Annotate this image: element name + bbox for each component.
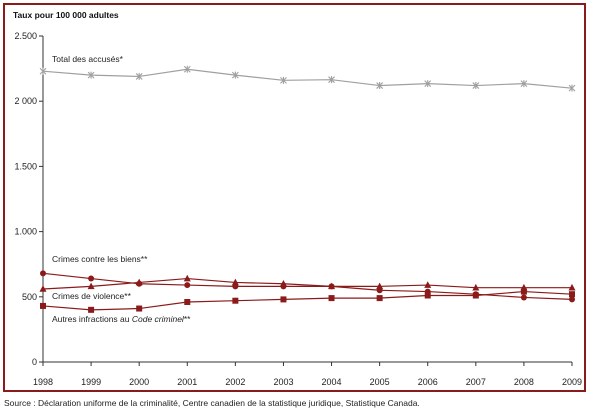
- x-tick-label: 1999: [81, 377, 101, 387]
- y-tick-label: 2 000: [14, 96, 37, 106]
- data-point-x: [376, 82, 384, 90]
- data-point-x: [183, 65, 191, 73]
- data-point-circle: [569, 296, 575, 303]
- x-tick-label: 2000: [129, 377, 149, 387]
- series-line: [42, 277, 572, 290]
- data-point-circle: [88, 275, 95, 282]
- x-tick-label: 2004: [322, 377, 342, 387]
- data-point-x: [568, 84, 576, 92]
- series-label-other-prefix: Autres infractions au: [52, 314, 132, 324]
- data-point-triangle: [328, 282, 336, 290]
- series-label-other: Autres infractions au Code criminel**: [52, 314, 191, 324]
- data-point-triangle: [568, 283, 576, 291]
- series-layer: [39, 65, 576, 313]
- x-tick-label: 2009: [562, 377, 582, 387]
- data-point-square: [280, 296, 287, 303]
- series-2: [39, 274, 576, 292]
- data-point-x: [135, 72, 143, 80]
- y-tick-label: 500: [22, 292, 37, 302]
- data-point-x: [280, 76, 287, 84]
- data-point-square: [328, 295, 335, 302]
- chart-frame: [3, 3, 586, 392]
- series-label-other-italic: Code criminel: [132, 314, 185, 324]
- data-point-triangle: [376, 282, 384, 290]
- data-point-x: [424, 80, 432, 88]
- x-tick-label: 2003: [273, 377, 293, 387]
- y-tick-label: 1.000: [14, 227, 37, 237]
- source-note: Source : Déclaration uniforme de la crim…: [4, 398, 420, 408]
- data-point-square: [520, 288, 527, 295]
- data-point-square: [569, 291, 575, 298]
- data-point-triangle: [472, 283, 480, 291]
- data-point-circle: [520, 294, 527, 301]
- y-axis-title: Taux pour 100 000 adultes: [13, 10, 119, 20]
- data-point-triangle: [424, 281, 432, 288]
- x-tick-label: 2001: [177, 377, 197, 387]
- data-point-x: [328, 76, 335, 84]
- data-point-x: [472, 82, 480, 90]
- series-label-violent: Crimes de violence**: [52, 291, 132, 301]
- x-tick-label: 1998: [33, 377, 53, 387]
- data-point-square: [472, 292, 479, 299]
- data-point-x: [231, 71, 239, 79]
- data-point-triangle: [135, 278, 143, 286]
- data-point-square: [136, 305, 143, 312]
- data-point-x: [520, 80, 528, 88]
- y-tick-label: 2.500: [14, 31, 37, 41]
- series-0: [39, 65, 576, 92]
- series-label-total: Total des accusés*: [52, 54, 124, 64]
- x-tick-label: 2007: [466, 377, 486, 387]
- series-label-property: Crimes contre les biens**: [52, 254, 148, 264]
- series-line: [42, 290, 573, 311]
- series-3: [40, 288, 575, 313]
- data-point-square: [88, 306, 95, 313]
- data-point-x: [87, 71, 95, 79]
- y-tick-label: 1.500: [14, 161, 37, 171]
- data-point-circle: [40, 270, 46, 277]
- series-label-other-suffix: **: [184, 314, 191, 324]
- data-point-square: [376, 295, 383, 302]
- data-point-square: [184, 299, 191, 306]
- line-chart: 0 500 1.000 1.500 2 000 2.500 1998 1999 2000 2001…: [14, 31, 582, 387]
- x-tick-label: 2002: [225, 377, 245, 387]
- data-point-triangle: [39, 285, 47, 292]
- x-tick-label: 2008: [514, 377, 534, 387]
- y-tick-label: 0: [32, 357, 37, 367]
- series-line: [42, 68, 573, 89]
- x-tick-label: 2005: [370, 377, 390, 387]
- data-point-square: [232, 297, 239, 304]
- data-point-triangle: [183, 274, 191, 282]
- data-point-triangle: [279, 279, 287, 287]
- data-point-square: [424, 292, 431, 299]
- data-point-triangle: [87, 282, 95, 290]
- data-point-x: [39, 67, 47, 75]
- data-point-triangle: [231, 278, 239, 286]
- x-tick-label: 2006: [418, 377, 438, 387]
- series-labels: Total des accusés* Crimes contre les bie…: [52, 54, 191, 324]
- data-point-square: [40, 302, 46, 309]
- data-point-circle: [184, 282, 191, 289]
